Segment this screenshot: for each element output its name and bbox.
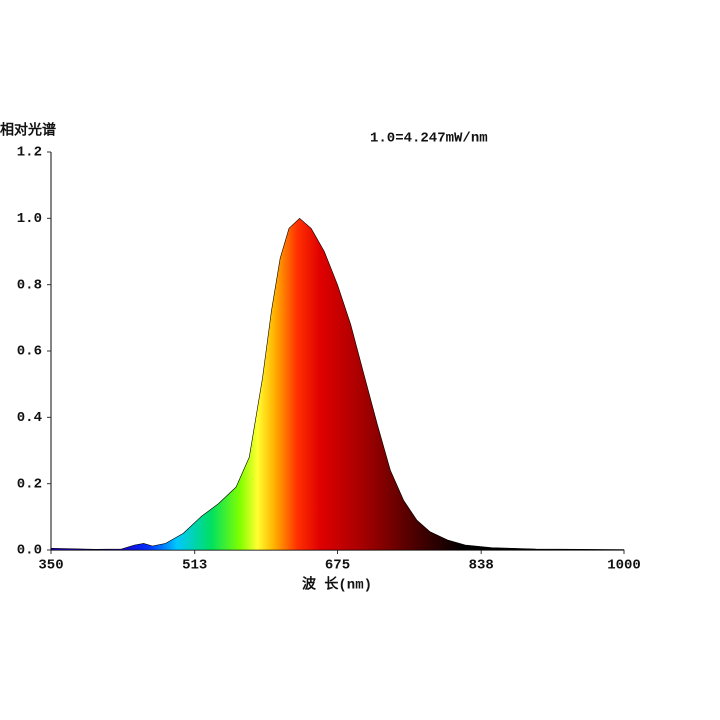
y-tick-label: 0.0 (17, 543, 42, 559)
spectrum-area (50, 218, 625, 551)
y-axis-label: 相对光谱 (0, 122, 56, 140)
y-tick-label: 1.0 (17, 211, 42, 227)
y-tick-label: 0.6 (17, 344, 42, 360)
y-tick-label: 1.2 (17, 145, 42, 161)
annotation: 1.0=4.247mW/nm (370, 131, 488, 147)
y-tick-label: 0.8 (17, 277, 42, 293)
x-tick-label: 675 (325, 558, 350, 574)
y-tick-label: 0.2 (17, 476, 42, 492)
x-tick-label: 513 (182, 558, 207, 574)
x-tick-label: 350 (38, 558, 63, 574)
x-tick-label: 1000 (607, 558, 641, 574)
x-tick-label: 838 (469, 558, 494, 574)
y-tick-label: 0.4 (17, 410, 42, 426)
x-axis-label: 波 长(nm) (302, 576, 372, 594)
